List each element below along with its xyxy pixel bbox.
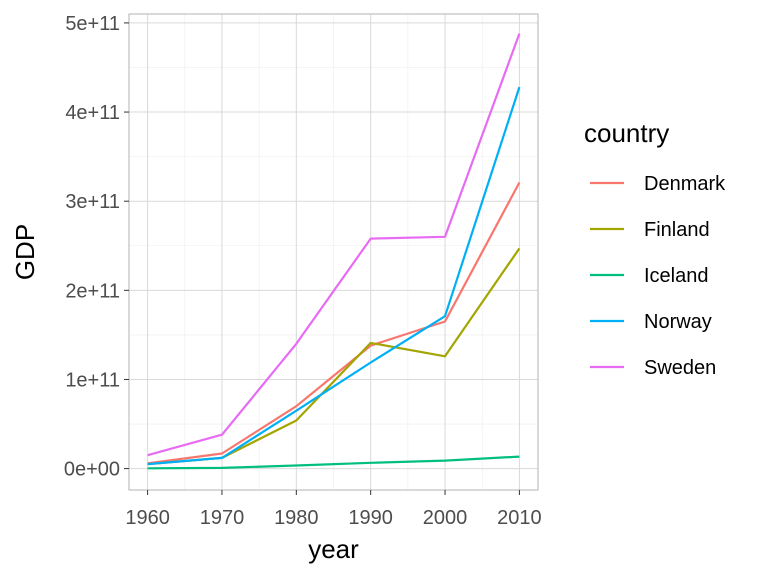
x-tick-label: 1960 <box>125 507 170 529</box>
legend-item-denmark: Denmark <box>590 173 726 195</box>
x-axis: 1960 1970 1980 1990 2000 2010 <box>125 490 542 529</box>
y-tick-label: 1e+11 <box>65 369 120 391</box>
legend-item-iceland: Iceland <box>590 265 709 287</box>
legend-item-finland: Finland <box>590 219 710 241</box>
series-line-denmark <box>147 181 521 465</box>
legend-label: Sweden <box>644 357 716 379</box>
series-line-norway <box>147 86 521 466</box>
y-tick-label: 4e+11 <box>65 102 120 124</box>
legend-label: Denmark <box>644 173 726 195</box>
series-line-sweden <box>147 33 521 457</box>
legend-label: Iceland <box>644 265 709 287</box>
x-axis-title: year <box>308 534 359 564</box>
panel-border <box>128 13 539 491</box>
series-line-iceland <box>147 455 520 470</box>
legend-item-sweden: Sweden <box>590 357 716 379</box>
x-tick-label: 2000 <box>423 507 468 529</box>
y-axis: 0e+00 1e+11 2e+11 3e+11 4e+11 5e+11 <box>64 13 129 481</box>
legend-label: Finland <box>644 219 710 241</box>
x-tick-label: 1990 <box>348 507 393 529</box>
legend-label: Norway <box>644 311 712 333</box>
legend: country Denmark Finland Iceland Norway Swede… <box>584 118 726 379</box>
y-tick-label: 0e+00 <box>64 459 120 481</box>
series-lines <box>147 33 521 470</box>
legend-items: Denmark Finland Iceland Norway Sweden <box>590 173 726 379</box>
legend-title: country <box>584 118 669 148</box>
x-tick-label: 1980 <box>274 507 319 529</box>
y-tick-label: 2e+11 <box>65 280 120 302</box>
x-tick-label: 1970 <box>200 507 245 529</box>
legend-item-norway: Norway <box>590 311 712 333</box>
y-tick-label: 3e+11 <box>65 191 120 213</box>
x-tick-label: 2010 <box>497 507 542 529</box>
y-axis-title: GDP <box>10 224 40 280</box>
y-tick-label: 5e+11 <box>65 13 120 35</box>
